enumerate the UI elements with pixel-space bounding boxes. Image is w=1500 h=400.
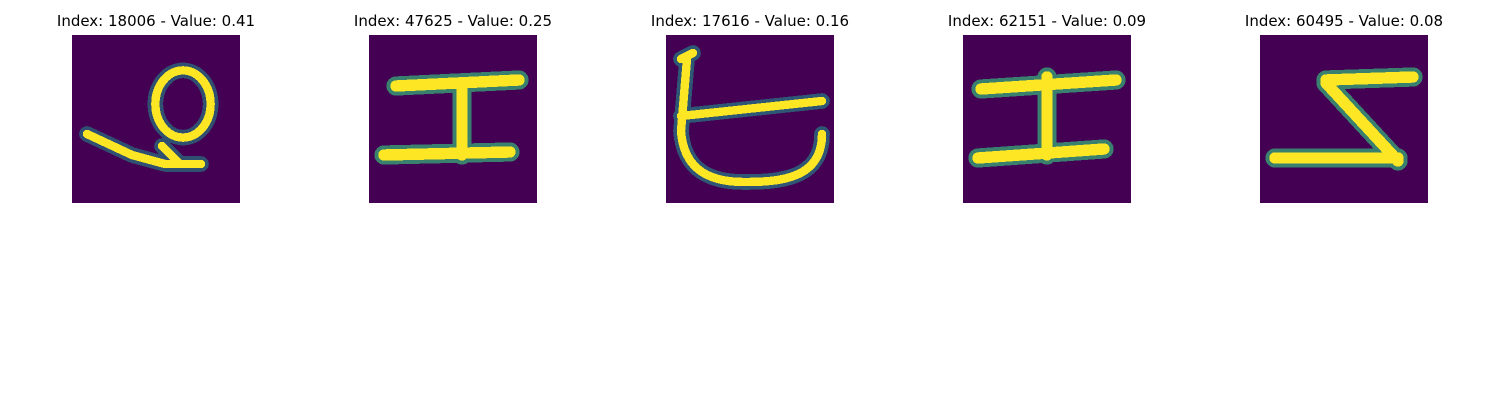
- panel-title: Index: 18006 - Value: 0.41: [6, 11, 306, 31]
- digit-image: [369, 35, 537, 203]
- panel-4: Index: 62151 - Value: 0.09: [897, 0, 1197, 210]
- digit-image: [666, 35, 834, 203]
- panel-title: Index: 17616 - Value: 0.16: [600, 11, 900, 31]
- digit-image: [72, 35, 240, 203]
- panel-title: Index: 62151 - Value: 0.09: [897, 11, 1197, 31]
- panel-5: Index: 60495 - Value: 0.08: [1194, 0, 1494, 210]
- panel-3: Index: 17616 - Value: 0.16: [600, 0, 900, 210]
- panel-2: Index: 47625 - Value: 0.25: [303, 0, 603, 210]
- digit-image: [1260, 35, 1428, 203]
- panel-title: Index: 47625 - Value: 0.25: [303, 11, 603, 31]
- panel-title: Index: 60495 - Value: 0.08: [1194, 11, 1494, 31]
- digit-image: [963, 35, 1131, 203]
- panel-1: Index: 18006 - Value: 0.41: [6, 0, 306, 210]
